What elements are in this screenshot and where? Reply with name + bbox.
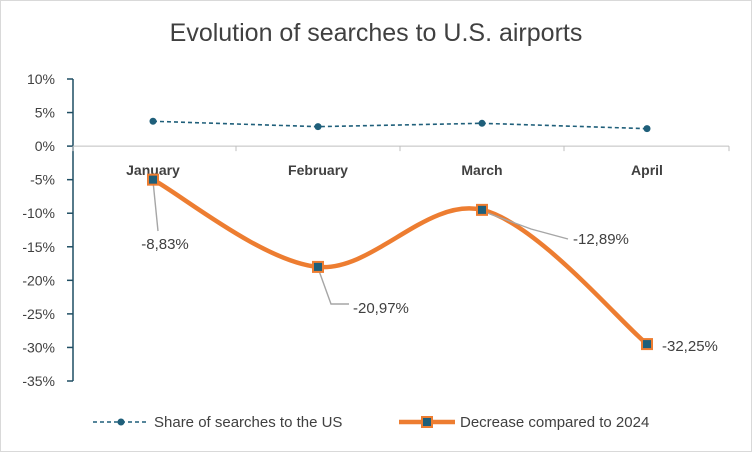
series-decrease-line bbox=[150, 177, 650, 347]
data-label-leader bbox=[481, 210, 569, 240]
x-category-label: March bbox=[461, 162, 502, 178]
y-tick-label: -25% bbox=[22, 306, 55, 322]
series-share-point bbox=[149, 117, 157, 125]
y-tick-label: -5% bbox=[30, 172, 55, 188]
legend-share-label: Share of searches to the US bbox=[154, 414, 342, 431]
x-category-label: April bbox=[631, 162, 663, 178]
y-tick-label: 0% bbox=[35, 138, 55, 154]
y-tick-label: -30% bbox=[22, 339, 55, 355]
y-tick-label: -10% bbox=[22, 205, 55, 221]
chart-title: Evolution of searches to U.S. airports bbox=[169, 19, 583, 47]
series-share-point bbox=[314, 123, 322, 131]
series-decrease-point bbox=[312, 260, 324, 273]
legend-share-marker bbox=[117, 418, 125, 426]
y-tick-label: -35% bbox=[22, 373, 55, 389]
legend-decrease-label: Decrease compared to 2024 bbox=[460, 414, 649, 431]
series-share-point bbox=[643, 125, 651, 133]
data-label: -12,89% bbox=[573, 231, 629, 248]
data-label: -20,97% bbox=[353, 300, 409, 317]
y-tick-label: -15% bbox=[22, 239, 55, 255]
data-label-leader bbox=[317, 267, 349, 305]
y-tick-label: 5% bbox=[35, 105, 55, 121]
data-label: -8,83% bbox=[141, 236, 189, 253]
series-decrease-point bbox=[476, 203, 488, 216]
y-tick-label: 10% bbox=[27, 71, 55, 87]
series-share-line bbox=[152, 120, 648, 130]
legend-decrease-marker bbox=[421, 416, 433, 428]
data-label: -32,25% bbox=[662, 338, 718, 355]
x-category-label: February bbox=[288, 162, 348, 178]
series-decrease-point bbox=[641, 338, 653, 351]
x-category-label: January bbox=[126, 162, 180, 178]
y-tick-label: -20% bbox=[22, 272, 55, 288]
series-share-point bbox=[478, 119, 486, 127]
data-label-leader bbox=[152, 180, 159, 232]
series-decrease-point bbox=[147, 173, 159, 186]
